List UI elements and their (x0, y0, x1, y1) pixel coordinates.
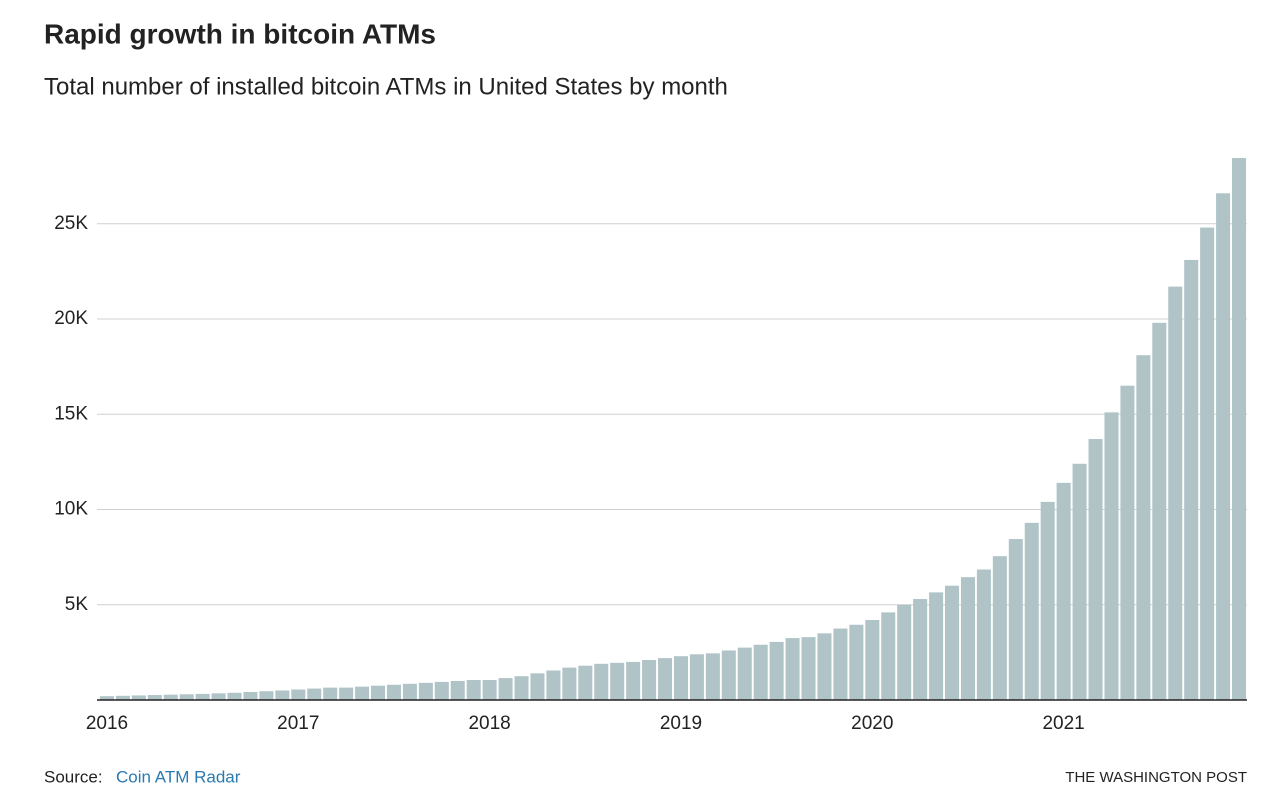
source-link[interactable]: Coin ATM Radar (116, 767, 241, 786)
bar (1216, 193, 1231, 700)
bar (929, 592, 944, 700)
bar (945, 585, 960, 700)
bar (291, 689, 306, 700)
bar (992, 556, 1007, 700)
x-tick-label: 2020 (851, 713, 893, 734)
x-tick-label: 2019 (660, 713, 702, 734)
bar (1024, 522, 1039, 700)
x-tick-label: 2016 (86, 713, 128, 734)
bar (753, 644, 768, 700)
bar (849, 624, 864, 700)
bar (578, 665, 593, 700)
bar (1008, 539, 1023, 700)
bar (243, 691, 258, 700)
bar (689, 654, 704, 700)
source-label: Source: (44, 767, 103, 786)
bar (1232, 158, 1247, 701)
bar (355, 686, 370, 700)
bar (514, 676, 529, 700)
bar (1072, 463, 1087, 700)
bar (1120, 385, 1135, 700)
y-tick-label: 15K (54, 403, 88, 424)
bar (466, 679, 481, 700)
bar (737, 647, 752, 700)
bar (658, 658, 673, 700)
bar (450, 680, 465, 700)
bar (434, 681, 449, 700)
bar (1200, 227, 1215, 700)
bar (418, 682, 433, 700)
bar (339, 687, 354, 700)
x-tick-label: 2021 (1042, 713, 1084, 734)
x-tick-label: 2018 (468, 713, 510, 734)
credit: THE WASHINGTON POST (1065, 769, 1247, 786)
bar (211, 693, 226, 700)
y-tick-label: 25K (54, 213, 88, 234)
bar (498, 678, 513, 700)
bar (179, 694, 194, 700)
bar (865, 619, 880, 700)
bar (913, 599, 928, 700)
y-tick-label: 20K (54, 308, 88, 329)
bar (482, 679, 497, 700)
bar (115, 695, 130, 700)
chart-title: Rapid growth in bitcoin ATMs (44, 18, 436, 49)
bar (769, 641, 784, 700)
bar (323, 687, 338, 700)
bar (817, 633, 832, 700)
bar (227, 692, 242, 700)
bar (705, 653, 720, 700)
bar (801, 637, 816, 700)
bar (402, 683, 417, 700)
bar (881, 612, 896, 700)
bar (1136, 355, 1151, 700)
bar (626, 661, 641, 700)
bar (371, 685, 386, 700)
bar (833, 628, 848, 700)
bar (1056, 482, 1071, 700)
bar (546, 670, 561, 700)
bar (721, 650, 736, 700)
bar (610, 662, 625, 700)
bar (1168, 286, 1183, 700)
bar (1104, 412, 1119, 700)
bar (386, 684, 401, 700)
y-tick-label: 5K (65, 594, 89, 615)
bar (163, 694, 178, 700)
bar (785, 638, 800, 700)
bar (530, 673, 545, 700)
bar (195, 693, 210, 700)
chart-subtitle: Total number of installed bitcoin ATMs i… (44, 73, 728, 100)
bar (259, 691, 274, 700)
bar (897, 604, 912, 700)
y-tick-label: 10K (54, 499, 88, 520)
bar (131, 695, 146, 700)
bar (147, 695, 162, 700)
bar (594, 663, 609, 700)
bar (562, 667, 577, 700)
bar (960, 577, 975, 700)
bar (673, 656, 688, 700)
x-tick-label: 2017 (277, 713, 319, 734)
bar (307, 688, 322, 700)
bar (1184, 259, 1199, 700)
bar (976, 569, 991, 700)
bar (1088, 439, 1103, 700)
bar (99, 696, 114, 700)
bar (642, 659, 657, 700)
bar (1152, 322, 1167, 700)
bar (275, 690, 290, 700)
bar (1040, 501, 1055, 700)
